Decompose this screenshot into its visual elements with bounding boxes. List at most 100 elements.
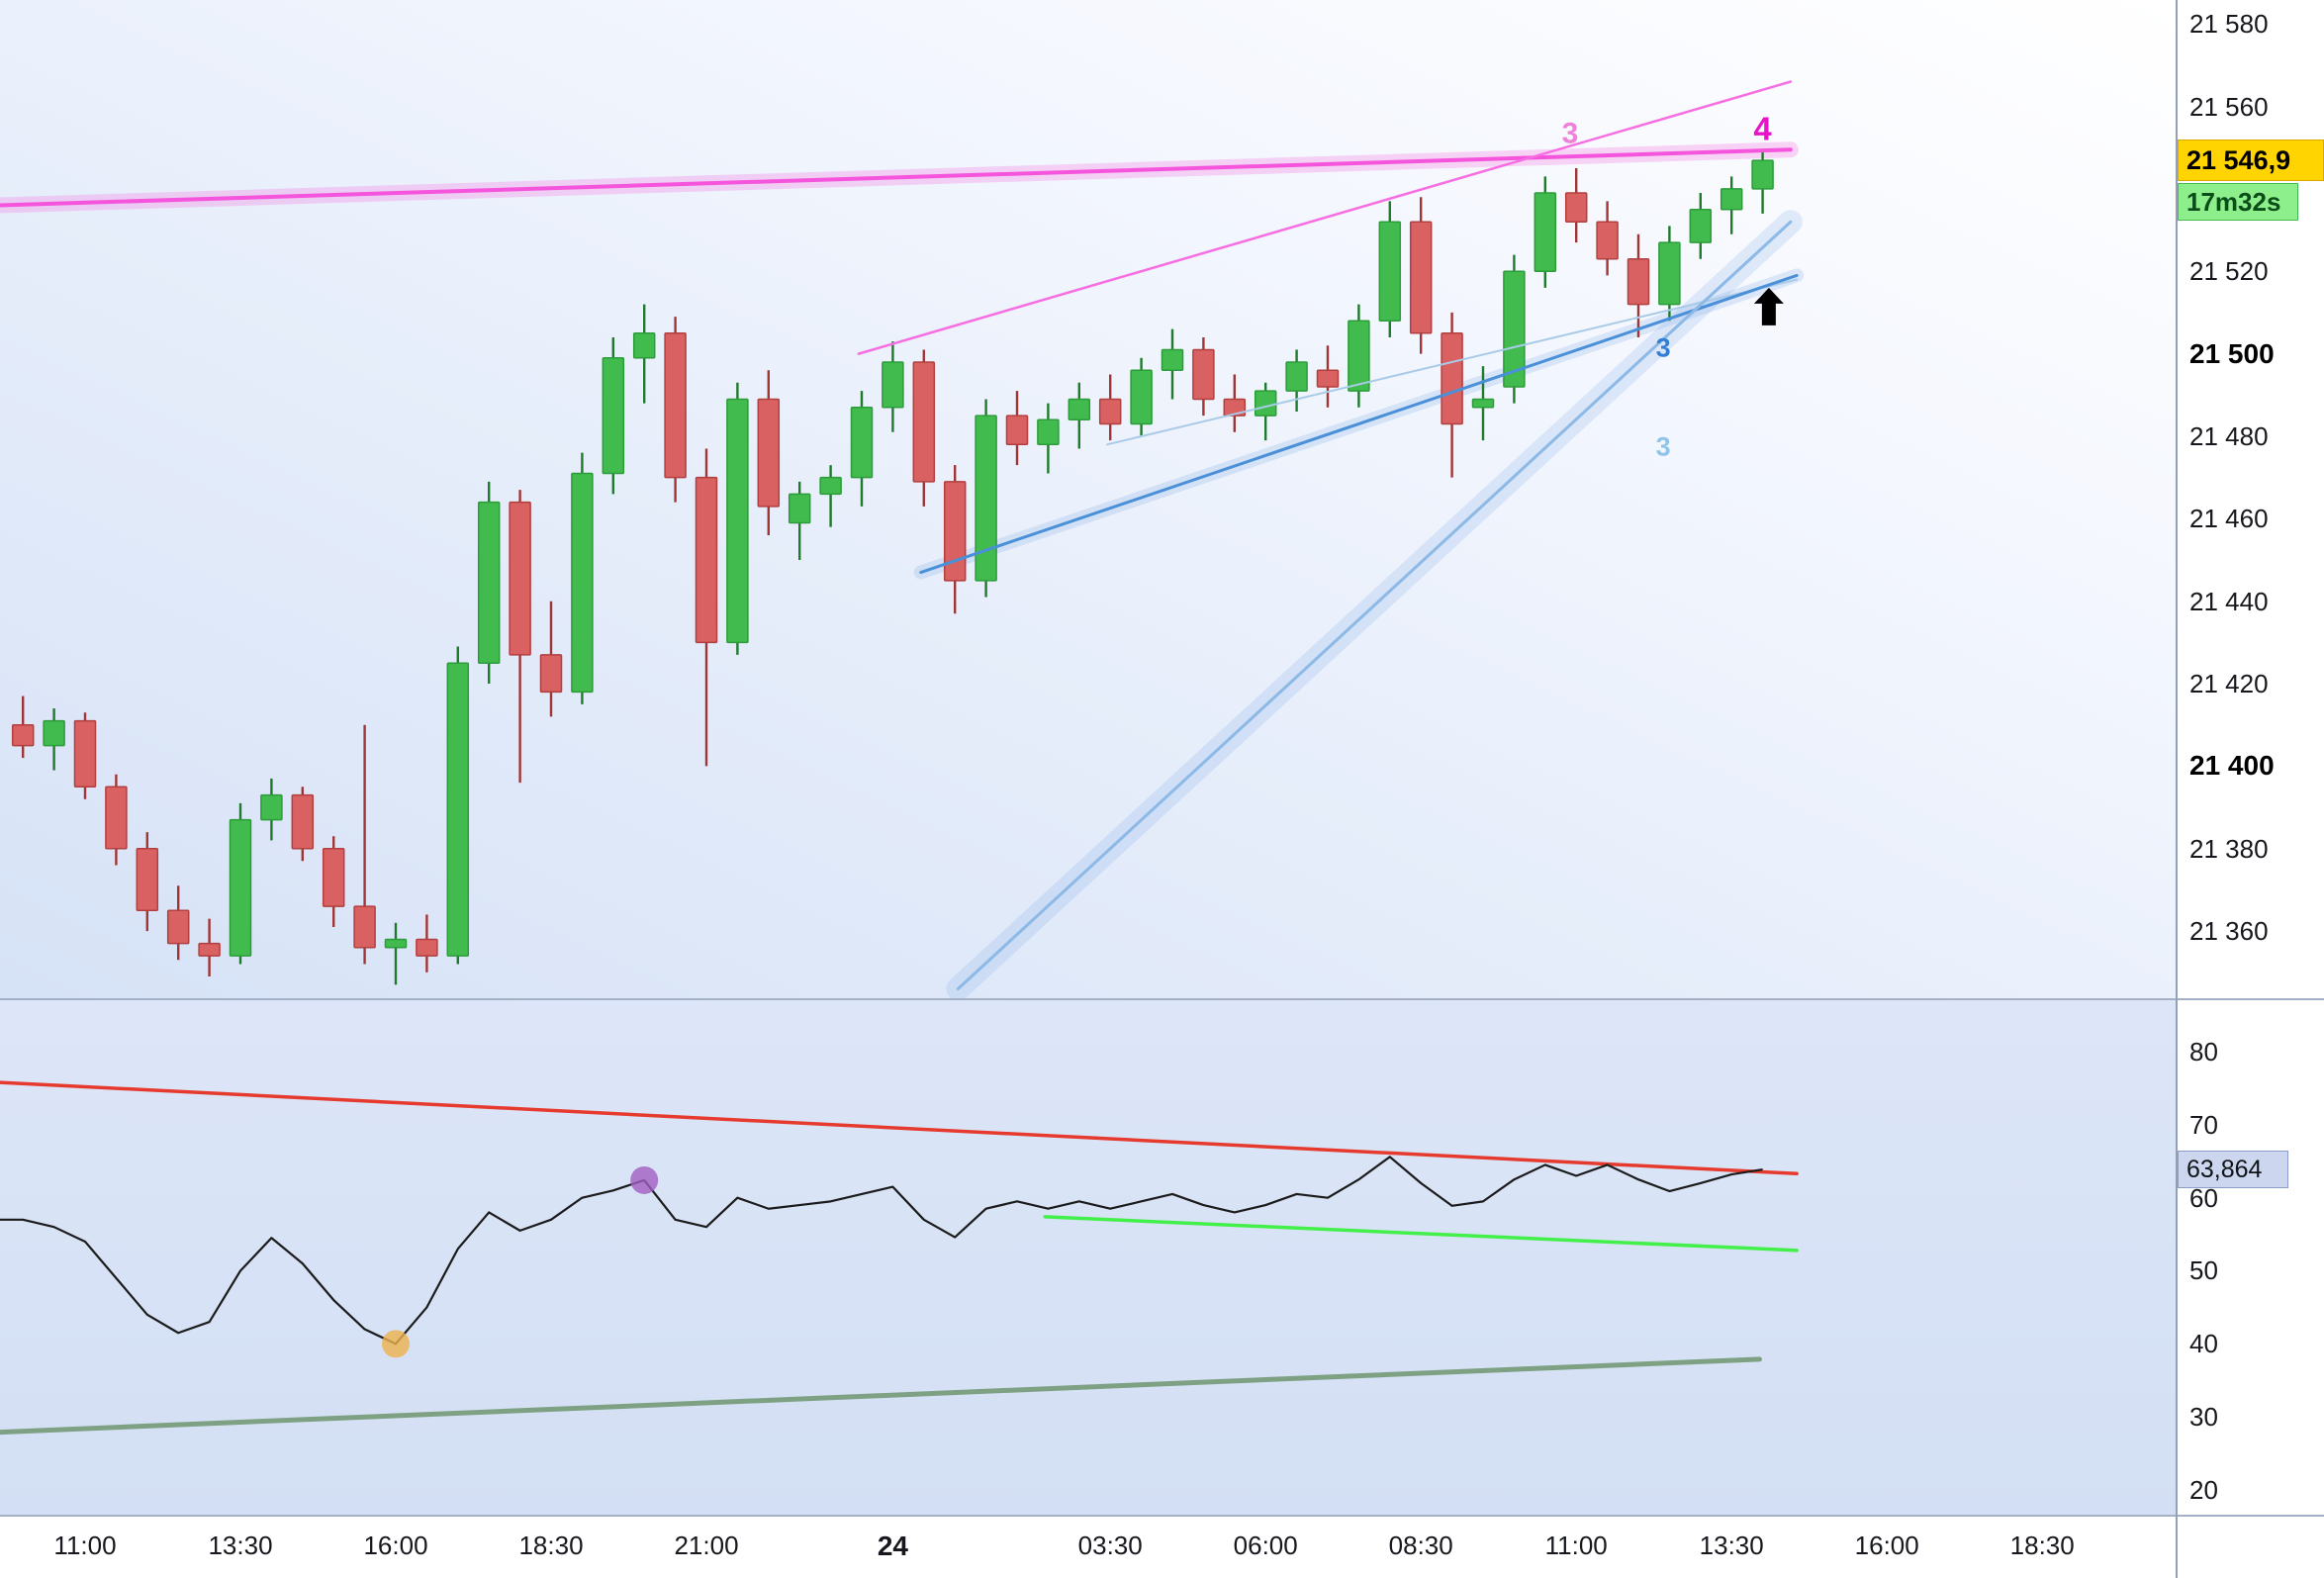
candle-down <box>1596 221 1619 260</box>
candle-down <box>105 786 128 850</box>
candle-down <box>291 793 315 850</box>
candle-down <box>1316 369 1340 388</box>
indicator-axis-label: 30 <box>2189 1402 2218 1433</box>
candlestick-chart: 3 4 3 3 <box>0 80 1805 998</box>
time-axis-label: 16:00 <box>363 1531 428 1560</box>
time-axis-label: 18:30 <box>518 1531 584 1560</box>
candle-down <box>664 332 687 479</box>
rsi-chart <box>0 1080 1799 1436</box>
candle-up <box>1130 369 1153 425</box>
blue-channel-upper-line[interactable] <box>1106 278 1799 446</box>
time-axis-label: 11:00 <box>1544 1531 1608 1560</box>
candle-down <box>695 476 718 644</box>
axis-divider <box>2176 0 2178 1578</box>
candle-down <box>11 723 35 747</box>
blue-support-trendline[interactable] <box>919 273 1799 575</box>
candle-up <box>1471 398 1495 409</box>
price-axis-label: 21 380 <box>2189 833 2269 864</box>
candle-up <box>446 662 470 957</box>
candle-up <box>43 719 65 747</box>
candle-up <box>384 938 408 949</box>
candle-down <box>1098 398 1122 425</box>
wave-label-3[interactable]: 3 <box>1656 432 1671 462</box>
support-line[interactable] <box>0 1356 1762 1436</box>
price-chart-panel[interactable]: 3 4 3 3 <box>0 0 2176 998</box>
indicator-axis-label: 70 <box>2189 1109 2218 1140</box>
candle-down <box>1005 415 1029 446</box>
blue-steep-trendline[interactable] <box>956 220 1793 990</box>
pink-rising-trendline[interactable] <box>857 80 1793 355</box>
price-axis-label: 21 580 <box>2189 9 2269 40</box>
price-axis-label: 21 400 <box>2189 750 2275 782</box>
panel-divider[interactable] <box>0 998 2324 1000</box>
candle-down <box>136 848 159 912</box>
time-axis[interactable]: 11:00 13:30 16:00 18:30 21:00 24 03:30 06:00 08:… <box>0 1517 2176 1578</box>
price-axis-label: 21 420 <box>2189 669 2269 699</box>
current-price-value: 21 546,9 <box>2186 144 2291 175</box>
candle-up <box>819 476 842 496</box>
candle-down <box>1223 398 1247 417</box>
candle-up <box>788 493 811 524</box>
candles <box>11 151 1774 985</box>
wave-label-3[interactable]: 3 <box>1656 333 1671 363</box>
time-axis-label: 11:00 <box>53 1531 117 1560</box>
time-axis-label: 08:30 <box>1388 1531 1453 1560</box>
price-axis-label: 21 480 <box>2189 420 2269 451</box>
pink-channel-band[interactable] <box>0 147 1793 208</box>
candle-down <box>1627 258 1650 306</box>
indicator-axis-label: 50 <box>2189 1255 2218 1286</box>
time-axis-label: 18:30 <box>2009 1531 2075 1560</box>
candle-down <box>198 942 221 957</box>
time-axis-label: 13:30 <box>208 1531 273 1560</box>
candle-up <box>975 415 997 582</box>
wave-label-3[interactable]: 3 <box>1562 118 1579 150</box>
candle-down <box>322 848 345 907</box>
candle-down <box>943 481 967 582</box>
indicator-value: 63,864 <box>2186 1155 2263 1183</box>
candle-down <box>509 501 531 656</box>
indicator-axis-label: 80 <box>2189 1037 2218 1067</box>
oversold-dot <box>382 1330 410 1358</box>
candle-countdown-tag: 17m32s <box>2178 183 2298 221</box>
indicator-axis-label: 20 <box>2189 1474 2218 1505</box>
candle-up <box>1285 361 1308 392</box>
price-axis-label: 21 360 <box>2189 916 2269 947</box>
signal-line[interactable] <box>1043 1215 1799 1253</box>
candle-down <box>353 905 376 949</box>
indicator-panel[interactable] <box>0 1000 2176 1515</box>
candle-down <box>416 938 438 957</box>
time-axis-label: 21:00 <box>674 1531 739 1560</box>
candle-down <box>73 719 97 789</box>
candle-up <box>1378 221 1402 323</box>
wave-label-4[interactable]: 4 <box>1753 110 1772 146</box>
axis-corner <box>2178 1517 2324 1578</box>
candle-down <box>1441 332 1463 425</box>
price-axis-label: 21 560 <box>2189 91 2269 122</box>
price-axis-label: 21 500 <box>2189 337 2275 369</box>
candle-up <box>850 407 874 479</box>
time-axis-label: 03:30 <box>1077 1531 1143 1560</box>
candle-up <box>477 501 501 664</box>
time-axis-label: 13:30 <box>1699 1531 1764 1560</box>
candle-up <box>1254 390 1277 417</box>
candle-up <box>1503 270 1526 388</box>
candle-up <box>1534 192 1557 273</box>
candle-up <box>229 818 252 957</box>
resistance-line[interactable] <box>0 1080 1799 1176</box>
candle-up <box>632 332 656 359</box>
candle-down <box>166 909 190 945</box>
candle-down <box>1409 221 1433 334</box>
indicator-axis[interactable]: 80 70 60 50 40 30 20 <box>2178 1000 2324 1515</box>
rsi-line <box>0 1156 1763 1346</box>
candle-down <box>1192 348 1215 401</box>
indicator-axis-label: 40 <box>2189 1329 2218 1359</box>
candle-down <box>757 398 781 508</box>
candle-up <box>1658 241 1681 306</box>
candle-down <box>539 654 563 694</box>
price-axis-label: 21 440 <box>2189 586 2269 616</box>
current-price-tag: 21 546,9 <box>2178 139 2324 181</box>
indicator-value-tag: 63,864 <box>2178 1151 2288 1188</box>
candle-up <box>1161 348 1184 372</box>
up-arrow-annotation[interactable] <box>1753 287 1784 325</box>
